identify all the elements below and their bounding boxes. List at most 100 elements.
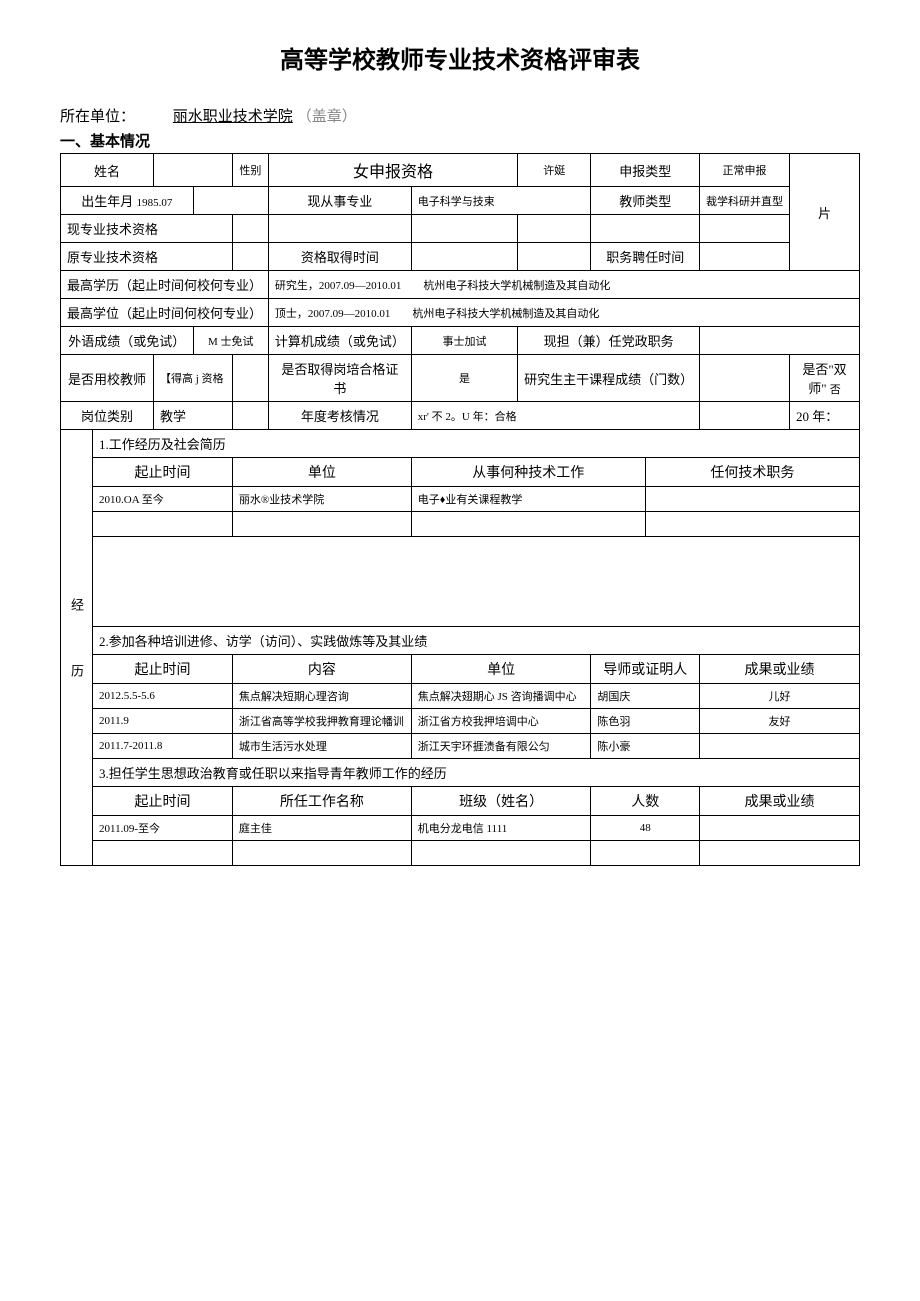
empty-3c [411, 215, 517, 243]
s2-r2c5: 友好 [700, 709, 860, 734]
grad-course-label: 研究生主干课程成绩（门数） [518, 355, 700, 402]
birth-label: 出生年月 [81, 194, 133, 209]
annual-value: xr' 不 2。U 年：合格 [411, 402, 699, 430]
s1-spacer [93, 537, 860, 627]
foreign-label: 外语成绩（或免试） [61, 327, 194, 355]
teacher-type-value: 裁学科研并直型 [700, 187, 790, 215]
s2-r1c4: 胡国庆 [591, 684, 700, 709]
s2-h4: 导师或证明人 [591, 655, 700, 684]
s2-r3c3: 浙江天宇环捱渍备有限公匀 [411, 734, 591, 759]
s1-empty-r2c1 [93, 512, 233, 537]
is-shuangshi-value: 否 [830, 384, 841, 396]
teacher-type-label: 教师类型 [591, 187, 700, 215]
s3-r1c3: 机电分龙电信 1111 [411, 816, 591, 841]
section-1-label: 一、基本情况 [60, 130, 860, 151]
unit-suffix: （盖章） [297, 109, 357, 125]
highest-edu-value: 研究生，2007.09—2010.01 杭州电子科技大学机械制造及其自动化 [268, 271, 859, 299]
s3-h2: 所任工作名称 [232, 787, 411, 816]
s2-r1c2: 焦点解决短期心理咨询 [232, 684, 411, 709]
s2-r1c1: 2012.5.5-5.6 [93, 684, 233, 709]
empty-4d [700, 243, 790, 271]
s3-h5: 成果或业绩 [700, 787, 860, 816]
unit-value: 丽水职业技术学院 [169, 109, 297, 125]
post-type-value: 教学 [154, 402, 233, 430]
s1-empty-r2c2 [232, 512, 411, 537]
s1-title: 1.工作经历及社会简历 [93, 430, 860, 458]
unit-label: 所在单位： [60, 109, 135, 125]
s3-h3: 班级（姓名） [411, 787, 591, 816]
s2-r2c4: 陈色羽 [591, 709, 700, 734]
current-qual-label: 现专业技术资格 [61, 215, 233, 243]
s2-r3c5 [700, 734, 860, 759]
current-major-value: 电子科学与技束 [411, 187, 591, 215]
empty-8a [232, 355, 268, 402]
name-value [154, 154, 233, 187]
position-time-label: 职务聘任时间 [591, 243, 700, 271]
name-label: 姓名 [61, 154, 154, 187]
photo-cell: 片 [790, 154, 860, 271]
s3-empty-c2 [232, 841, 411, 866]
s3-r1c1: 2011.09-至今 [93, 816, 233, 841]
empty-3d [518, 215, 591, 243]
highest-degree-value: 顶士，2007.09—2010.01 杭州电子科技大学机械制造及其自动化 [268, 299, 859, 327]
foreign-value: M 士免试 [193, 327, 268, 355]
normal-report: 正常申报 [700, 154, 790, 187]
is-gangpei-label: 是否取得岗培合格证书 [268, 355, 411, 402]
highest-degree-label: 最高学位（起止时间何校何专业） [61, 299, 269, 327]
s2-h2: 内容 [232, 655, 411, 684]
page-title: 高等学校教师专业技术资格评审表 [60, 40, 860, 75]
s2-h3: 单位 [411, 655, 591, 684]
empty-4b [411, 243, 517, 271]
shuangshi-cell: 是否"双师" 否 [790, 355, 860, 402]
s1-h1: 起止时间 [93, 458, 233, 487]
s2-r2c2: 浙江省高等学校我押教育理论幡训 [232, 709, 411, 734]
xu-ting: 许娗 [518, 154, 591, 187]
s1-h2: 单位 [232, 458, 411, 487]
current-major-label: 现从事专业 [268, 187, 411, 215]
s2-r1c3: 焦点解决翅期心 JS 咨询播调中心 [411, 684, 591, 709]
s2-r2c3: 浙江省方校我押培调中心 [411, 709, 591, 734]
empty-7a [700, 327, 860, 355]
s3-r1c5 [700, 816, 860, 841]
s1-r1c3: 电子♦业有关课程教学 [411, 487, 645, 512]
s2-h5: 成果或业绩 [700, 655, 860, 684]
s1-r1c4 [645, 487, 859, 512]
s1-empty-r2c3 [411, 512, 645, 537]
s1-empty-r2c4 [645, 512, 859, 537]
s3-empty-c4 [591, 841, 700, 866]
apply-qual-label: 女申报资格 [268, 154, 517, 187]
s1-h3: 从事何种技术工作 [411, 458, 645, 487]
empty-3b [268, 215, 411, 243]
birth-value: 1985.07 [137, 197, 173, 209]
s2-r1c5: 儿好 [700, 684, 860, 709]
s2-r3c1: 2011.7-2011.8 [93, 734, 233, 759]
s1-r1c1: 2010.OA 至今 [93, 487, 233, 512]
birth-label-cell: 出生年月 1985.07 [61, 187, 194, 215]
s3-empty-c3 [411, 841, 591, 866]
year-20: 20 年： [790, 402, 860, 430]
empty-8b [700, 355, 790, 402]
s1-h4: 任何技术职务 [645, 458, 859, 487]
is-used-value: 【得高 j 资格 [154, 355, 233, 402]
computer-value: 事士加试 [411, 327, 517, 355]
current-party-label: 现担（兼）任党政职务 [518, 327, 700, 355]
empty-3a [232, 215, 268, 243]
post-type-label: 岗位类别 [61, 402, 154, 430]
empty-9b [700, 402, 790, 430]
empty-4a [232, 243, 268, 271]
is-gangpei-value: 是 [411, 355, 517, 402]
s3-h4: 人数 [591, 787, 700, 816]
empty-3e [591, 215, 700, 243]
apply-type-label: 申报类型 [591, 154, 700, 187]
gender-label: 性别 [232, 154, 268, 187]
is-used-label: 是否用校教师 [61, 355, 154, 402]
qual-time-label: 资格取得时间 [268, 243, 411, 271]
prev-qual-label: 原专业技术资格 [61, 243, 233, 271]
empty-3f [700, 215, 790, 243]
s3-empty-c1 [93, 841, 233, 866]
highest-edu-label: 最高学历（起止时间何校何专业） [61, 271, 269, 299]
s3-empty-c5 [700, 841, 860, 866]
computer-label: 计算机成绩（或免试） [268, 327, 411, 355]
s2-title: 2.参加各种培训进修、访学（访问）、实践做炼等及其业绩 [93, 627, 860, 655]
s2-r2c1: 2011.9 [93, 709, 233, 734]
